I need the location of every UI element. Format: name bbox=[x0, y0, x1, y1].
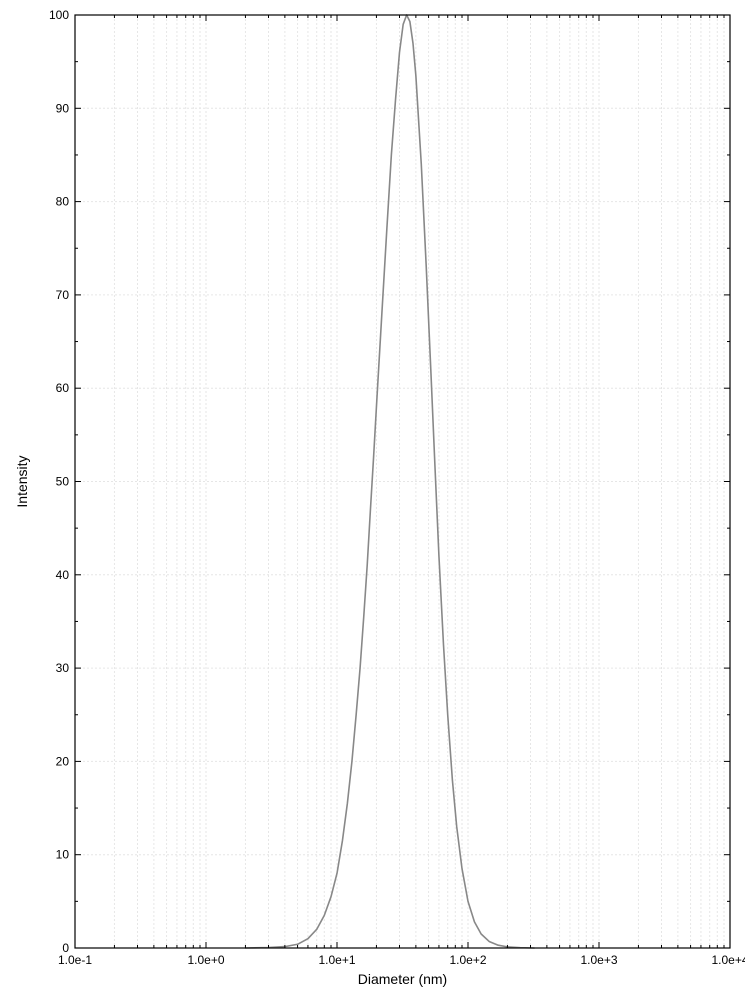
x-tick-label: 1.0e-1 bbox=[58, 953, 92, 967]
chart-container: 01020304050607080901001.0e-11.0e+01.0e+1… bbox=[0, 0, 745, 1000]
y-tick-label: 70 bbox=[56, 288, 70, 302]
x-tick-label: 1.0e+3 bbox=[580, 953, 617, 967]
y-tick-label: 50 bbox=[56, 475, 70, 489]
y-tick-label: 80 bbox=[56, 195, 70, 209]
y-tick-label: 10 bbox=[56, 848, 70, 862]
x-axis-label: Diameter (nm) bbox=[358, 971, 447, 987]
y-tick-label: 20 bbox=[56, 754, 70, 768]
y-tick-label: 30 bbox=[56, 661, 70, 675]
y-axis-label: Intensity bbox=[14, 455, 30, 507]
x-tick-label: 1.0e+2 bbox=[449, 953, 486, 967]
y-tick-label: 100 bbox=[49, 8, 69, 22]
y-tick-label: 40 bbox=[56, 568, 70, 582]
chart-svg: 01020304050607080901001.0e-11.0e+01.0e+1… bbox=[0, 0, 745, 1000]
x-tick-label: 1.0e+0 bbox=[187, 953, 224, 967]
x-tick-label: 1.0e+4 bbox=[711, 953, 745, 967]
y-tick-label: 90 bbox=[56, 101, 70, 115]
x-tick-label: 1.0e+1 bbox=[318, 953, 355, 967]
y-tick-label: 60 bbox=[56, 381, 70, 395]
